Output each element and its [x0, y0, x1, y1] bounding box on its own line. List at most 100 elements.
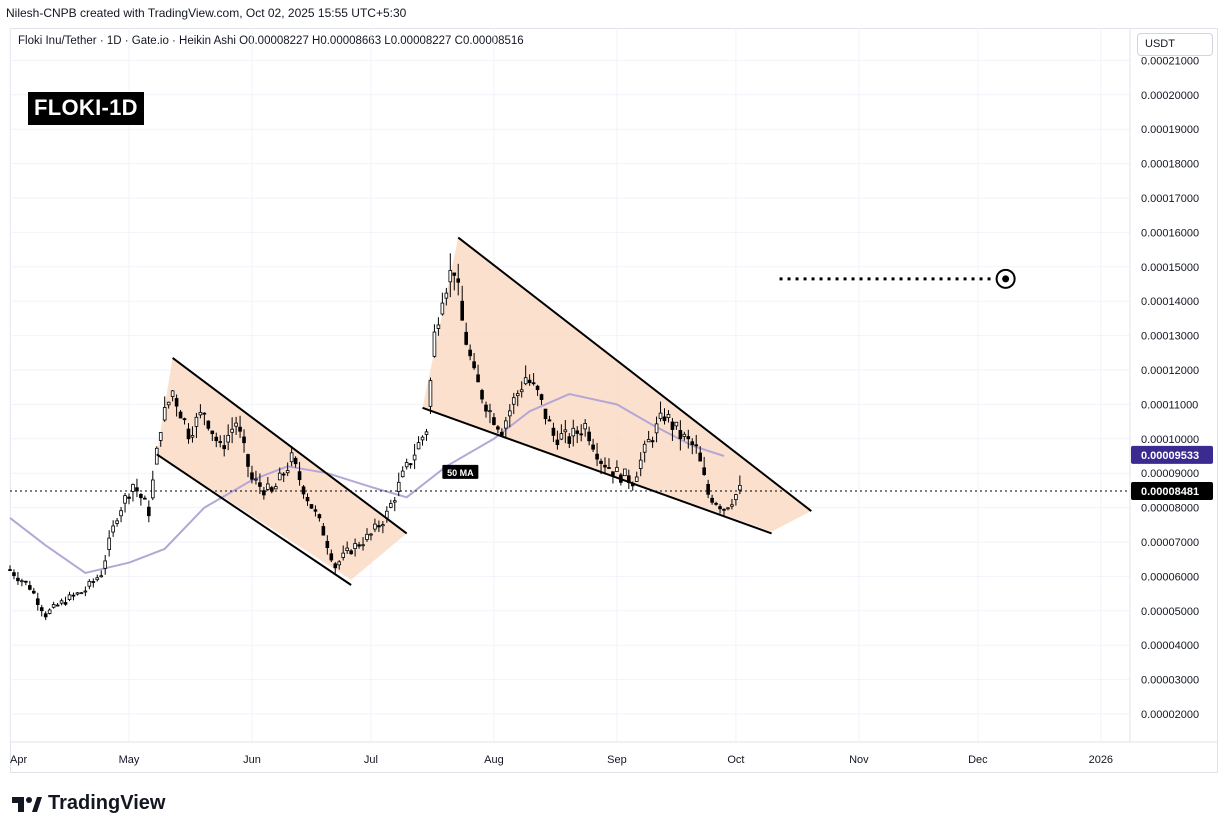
candle [722, 508, 726, 517]
chart-overlays: 50 MA 0.00009533 0.00008481 [10, 268, 1213, 501]
candle-body [226, 434, 230, 443]
candle [480, 388, 484, 404]
candle-body [730, 504, 734, 507]
candle-body [369, 533, 373, 536]
candle-body [127, 496, 131, 499]
candle-body [345, 547, 349, 551]
candle [39, 604, 44, 617]
candle [198, 404, 203, 419]
candle-body [246, 454, 250, 467]
candle [607, 458, 611, 469]
candle-body [519, 389, 524, 393]
ma-label-box [442, 464, 479, 479]
candle-body [448, 270, 453, 283]
y-tick-label: 0.00009000 [1141, 468, 1199, 480]
candle [230, 417, 234, 444]
candle-body [150, 479, 155, 499]
candle [277, 467, 282, 481]
candle-body [674, 421, 679, 427]
candle [194, 412, 199, 439]
target-marker-dot [1002, 275, 1010, 283]
candle [162, 396, 167, 422]
candle-body [444, 292, 449, 299]
candle-body [55, 604, 60, 607]
candle [349, 549, 353, 555]
currency-unit-button[interactable]: USDT [1137, 33, 1213, 56]
candle-body [277, 472, 282, 481]
candle [345, 541, 349, 554]
candle [583, 419, 587, 437]
symbol-badge: FLOKI-1D [28, 92, 144, 125]
candle [392, 496, 397, 512]
candle-body [682, 433, 687, 437]
candle-body [357, 544, 361, 547]
ma-value-badge: 0.00009533 [1141, 450, 1199, 462]
candle-body [135, 487, 139, 492]
candle-body [500, 431, 504, 436]
candle [650, 436, 655, 448]
candle-body [579, 433, 583, 436]
candle-body [698, 452, 702, 462]
candle [511, 392, 516, 415]
y-tick-label: 0.00017000 [1141, 193, 1199, 205]
candle-body [178, 411, 183, 419]
tradingview-logo-icon [12, 796, 42, 812]
ma-value-badge-box [1131, 445, 1213, 464]
candle [603, 457, 607, 475]
y-tick-label: 0.00002000 [1141, 709, 1199, 721]
candle-body [293, 457, 298, 465]
candle [373, 518, 377, 533]
x-tick-label: 2026 [1089, 754, 1113, 766]
falling-wedge-fill [422, 237, 812, 532]
candle-body [714, 502, 718, 505]
candle [293, 456, 298, 468]
candle-body [623, 468, 627, 477]
candle-body [123, 495, 127, 504]
candle-body [531, 382, 536, 385]
candle [20, 578, 24, 587]
candle [59, 598, 64, 606]
candle [143, 495, 147, 500]
candle-body [285, 470, 290, 474]
candle [706, 479, 710, 499]
candle-body [24, 580, 28, 583]
candle-body [321, 526, 326, 536]
candle-body [186, 428, 191, 440]
candle-body [353, 543, 357, 549]
candle-body [139, 493, 143, 499]
candle-body [87, 580, 92, 587]
y-tick-label: 0.00013000 [1141, 331, 1199, 343]
candle [654, 416, 659, 443]
candle-body [654, 423, 659, 434]
candle [8, 565, 12, 571]
candle-body [67, 594, 72, 600]
candle [674, 421, 679, 430]
candle-body [404, 462, 409, 468]
candle-body [424, 431, 429, 435]
candle-body [234, 422, 238, 427]
candle [206, 420, 211, 431]
candle [285, 462, 290, 477]
candle [174, 394, 179, 417]
candle-body [305, 496, 310, 502]
candle [666, 410, 671, 423]
candle-body [595, 453, 599, 460]
candle [309, 504, 314, 509]
candle [571, 419, 576, 447]
candle [579, 424, 583, 442]
candle [646, 430, 651, 443]
y-tick-label: 0.00018000 [1141, 159, 1199, 171]
candle [702, 456, 706, 476]
candle-body [650, 440, 655, 443]
candle [555, 430, 560, 450]
candle-body [718, 506, 722, 510]
candle-body [111, 525, 115, 533]
candle [587, 426, 591, 446]
candle [686, 429, 691, 449]
candle-body [238, 426, 242, 432]
candle-body [603, 464, 607, 468]
candle [523, 365, 528, 386]
candle [321, 523, 326, 536]
candle [28, 580, 32, 591]
